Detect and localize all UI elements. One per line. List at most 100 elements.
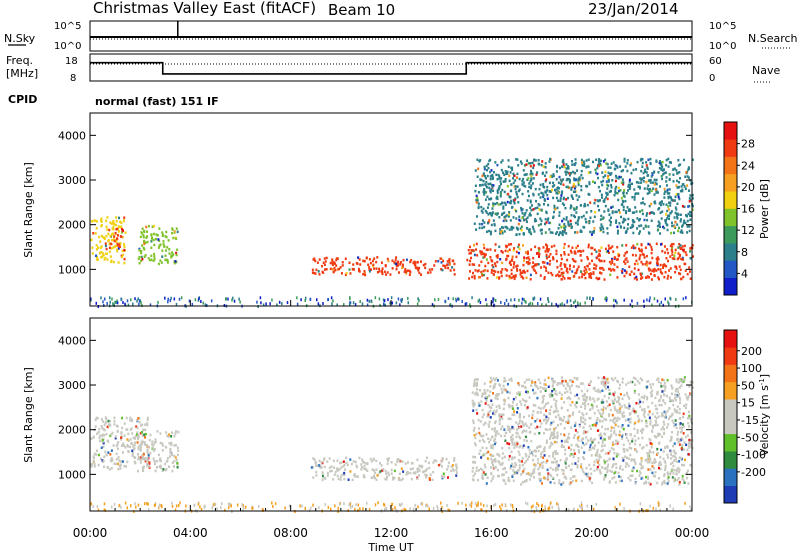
echo-cell [564,427,566,430]
echo-cell [576,401,578,404]
echo-cell [501,262,503,265]
echo-cell [651,402,653,405]
echo-cell [140,236,142,239]
echo-cell [333,460,335,463]
echo-cell [107,233,109,236]
echo-cell [591,482,593,485]
echo-cell [634,392,636,395]
echo-cell [580,416,582,419]
echo-cell [509,455,511,458]
echo-cell [657,263,659,266]
echo-cell [538,247,540,250]
echo-cell [102,255,104,258]
echo-cell [635,478,637,481]
echo-cell [334,269,336,272]
echo-cell [101,434,103,437]
echo-cell [499,185,501,188]
echo-cell [509,467,511,470]
echo-cell [519,178,521,181]
echo-cell [573,437,575,440]
echo-cell [514,456,516,459]
echo-cell [614,472,616,475]
echo-cell [570,468,572,471]
echo-cell [144,429,146,432]
echo-cell [569,268,571,271]
echo-cell [628,397,630,400]
scatter-cell [623,299,625,302]
echo-cell [315,461,317,464]
scatter-cell [338,507,340,510]
echo-cell [682,475,684,478]
echo-cell [568,415,570,418]
scatter-cell [446,504,448,507]
echo-cell [559,211,561,214]
echo-cell [610,419,612,422]
echo-cell [619,211,621,214]
echo-cell [542,183,544,186]
echo-cell [539,217,541,220]
echo-cell [121,256,123,259]
echo-cell [491,380,493,383]
echo-cell [337,475,339,478]
scatter-cell [121,298,123,301]
echo-cell [522,470,524,473]
echo-cell [618,187,620,190]
scatter-cell [547,298,549,301]
echo-cell [595,251,597,254]
echo-cell [649,461,651,464]
echo-cell [543,419,545,422]
echo-cell [417,470,419,473]
echo-cell [580,204,582,207]
echo-cell [115,232,117,235]
echo-cell [498,393,500,396]
echo-cell [611,245,613,248]
echo-cell [587,246,589,249]
echo-cell [368,266,370,269]
echo-cell [150,258,152,261]
echo-cell [427,271,429,274]
echo-cell [663,193,665,196]
echo-cell [675,419,677,422]
echo-cell [558,176,560,179]
echo-cell [489,406,491,409]
echo-cell [600,267,602,270]
echo-cell [488,395,490,398]
echo-cell [499,407,501,410]
echo-cell [106,235,108,238]
echo-cell [623,218,625,221]
echo-cell [567,271,569,274]
echo-cell [600,472,602,475]
echo-cell [141,258,143,261]
echo-cell [485,400,487,403]
echo-cell [98,428,100,431]
scatter-cell [427,505,429,508]
echo-cell [596,277,598,280]
echo-cell [582,395,584,398]
scatter-cell [271,299,273,302]
echo-cell [496,261,498,264]
echo-cell [618,387,620,390]
echo-cell [441,457,443,460]
echo-cell [472,461,474,464]
echo-cell [597,417,599,420]
echo-cell [628,403,630,406]
echo-cell [503,180,505,183]
echo-cell [468,252,470,255]
echo-cell [624,404,626,407]
echo-cell [669,204,671,207]
echo-cell [484,466,486,469]
echo-cell [666,176,668,179]
echo-cell [679,254,681,257]
scatter-cell [637,302,639,305]
echo-cell [446,458,448,461]
echo-cell [177,453,179,456]
echo-cell [534,207,536,210]
echo-cell [607,452,609,455]
echo-cell [649,158,651,161]
echo-cell [634,193,636,196]
echo-cell [617,396,619,399]
echo-cell [586,431,588,434]
echo-cell [542,172,544,175]
echo-cell [614,211,616,214]
echo-cell [586,211,588,214]
